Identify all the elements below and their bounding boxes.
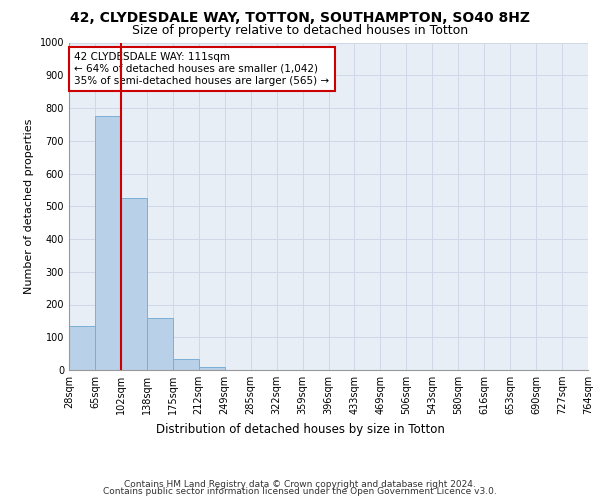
Bar xyxy=(199,366,224,370)
Text: 42, CLYDESDALE WAY, TOTTON, SOUTHAMPTON, SO40 8HZ: 42, CLYDESDALE WAY, TOTTON, SOUTHAMPTON,… xyxy=(70,11,530,25)
Text: 42 CLYDESDALE WAY: 111sqm
← 64% of detached houses are smaller (1,042)
35% of se: 42 CLYDESDALE WAY: 111sqm ← 64% of detac… xyxy=(74,52,329,86)
Bar xyxy=(147,318,173,370)
Bar xyxy=(95,116,121,370)
Bar xyxy=(69,326,95,370)
Text: Contains HM Land Registry data © Crown copyright and database right 2024.: Contains HM Land Registry data © Crown c… xyxy=(124,480,476,489)
Text: Distribution of detached houses by size in Totton: Distribution of detached houses by size … xyxy=(155,422,445,436)
Bar xyxy=(173,358,199,370)
Bar xyxy=(121,198,147,370)
Text: Size of property relative to detached houses in Totton: Size of property relative to detached ho… xyxy=(132,24,468,37)
Y-axis label: Number of detached properties: Number of detached properties xyxy=(24,118,34,294)
Text: Contains public sector information licensed under the Open Government Licence v3: Contains public sector information licen… xyxy=(103,487,497,496)
